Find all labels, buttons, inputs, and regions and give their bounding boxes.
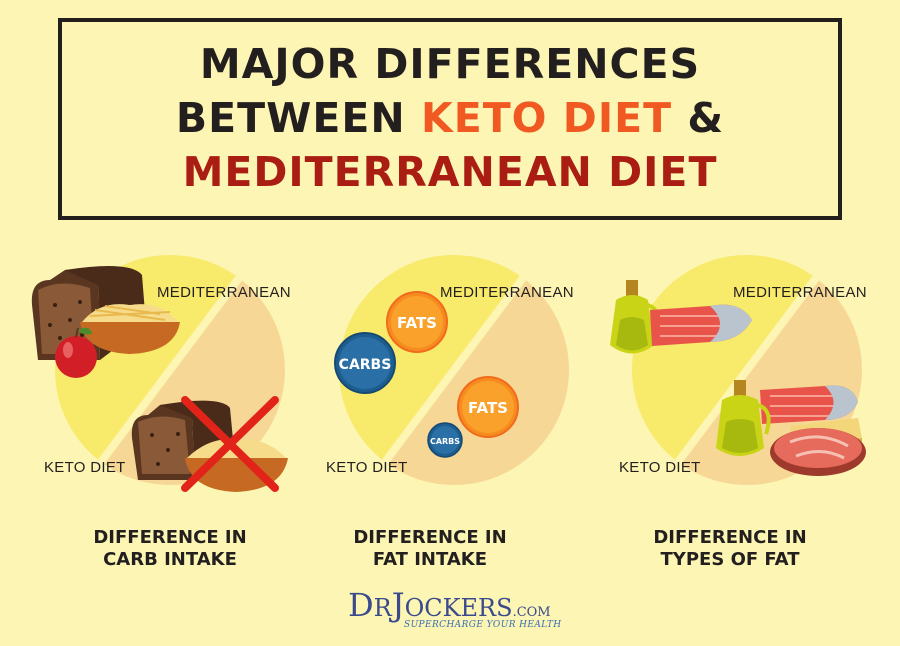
caption-line-1: DIFFERENCE IN bbox=[653, 527, 807, 548]
logo-r: R bbox=[373, 594, 392, 622]
title-line-2: BETWEEN KETO DIET & bbox=[62, 94, 838, 142]
fat-pie-chart: FATS CARBS FATS CARBS bbox=[334, 255, 569, 485]
title-ampersand: & bbox=[672, 94, 725, 142]
panel-types-of-fat: MEDITERRANEAN KETO DIET bbox=[590, 250, 890, 500]
title-box: MAJOR DIFFERENCES BETWEEN KETO DIET & ME… bbox=[58, 18, 842, 220]
panel-carb-intake: MEDITERRANEAN KETO DIET bbox=[20, 250, 320, 500]
carbs-text-keto: CARBS bbox=[430, 437, 460, 446]
carbs-text-mediterranean: CARBS bbox=[339, 357, 392, 373]
logo-tagline: SUPERCHARGE YOUR HEALTH bbox=[404, 620, 562, 630]
fats-text-mediterranean: FATS bbox=[397, 314, 437, 332]
drjockers-logo: DRJOCKERS.COM SUPERCHARGE YOUR HEALTH bbox=[348, 586, 561, 636]
caption-line-2: FAT INTAKE bbox=[372, 549, 488, 570]
carbs-bubble-keto bbox=[427, 422, 463, 458]
title-line-3: MEDITERRANEAN DIET bbox=[182, 148, 718, 196]
types-of-fat-pie-chart bbox=[610, 255, 866, 485]
title-keto-diet: KETO DIET bbox=[420, 94, 673, 142]
logo-ockers: OCKERS bbox=[404, 594, 513, 622]
logo-j: J bbox=[391, 586, 405, 624]
label-keto-diet: KETO DIET bbox=[619, 459, 701, 476]
carbs-bubble-mediterranean bbox=[334, 332, 396, 394]
steak-icon bbox=[770, 428, 866, 476]
pie-mediterranean-half bbox=[632, 255, 816, 462]
olive-oil-bottle-icon-keto bbox=[716, 380, 771, 456]
apple-icon bbox=[55, 327, 97, 378]
fats-bubble-keto bbox=[457, 376, 519, 438]
caption-line-1: DIFFERENCE IN bbox=[93, 527, 247, 548]
logo-wordmark: DRJOCKERS.COM bbox=[348, 586, 551, 624]
caption-line-2: TYPES OF FAT bbox=[660, 549, 800, 570]
logo-d: D bbox=[348, 586, 374, 624]
cross-icon bbox=[181, 396, 279, 492]
label-keto-diet: KETO DIET bbox=[326, 459, 408, 476]
label-mediterranean: MEDITERRANEAN bbox=[440, 284, 574, 301]
fats-bubble-mediterranean bbox=[386, 291, 448, 353]
label-keto-diet: KETO DIET bbox=[44, 459, 126, 476]
salmon-steak-icon bbox=[650, 304, 752, 346]
label-mediterranean: MEDITERRANEAN bbox=[157, 284, 291, 301]
title-line-1: MAJOR DIFFERENCES bbox=[199, 40, 701, 88]
pasta-bowl-icon bbox=[80, 304, 180, 354]
caption-carb-intake: DIFFERENCE IN CARB INTAKE bbox=[40, 527, 300, 571]
panel-fat-intake: FATS CARBS FATS CARBS MEDITERRANEAN KETO… bbox=[300, 250, 600, 500]
pie-mediterranean-half bbox=[339, 255, 523, 462]
carb-pie-chart bbox=[31, 255, 288, 492]
caption-line-2: CARB INTAKE bbox=[103, 549, 237, 570]
caption-types-of-fat: DIFFERENCE IN TYPES OF FAT bbox=[600, 527, 860, 571]
fats-text-keto: FATS bbox=[468, 399, 508, 417]
caption-line-1: DIFFERENCE IN bbox=[353, 527, 507, 548]
title-line-2-prefix: BETWEEN bbox=[175, 94, 421, 142]
logo-com: .COM bbox=[512, 605, 551, 620]
label-mediterranean: MEDITERRANEAN bbox=[733, 284, 867, 301]
salmon-steak-icon-keto bbox=[760, 385, 858, 424]
caption-fat-intake: DIFFERENCE IN FAT INTAKE bbox=[300, 527, 560, 571]
